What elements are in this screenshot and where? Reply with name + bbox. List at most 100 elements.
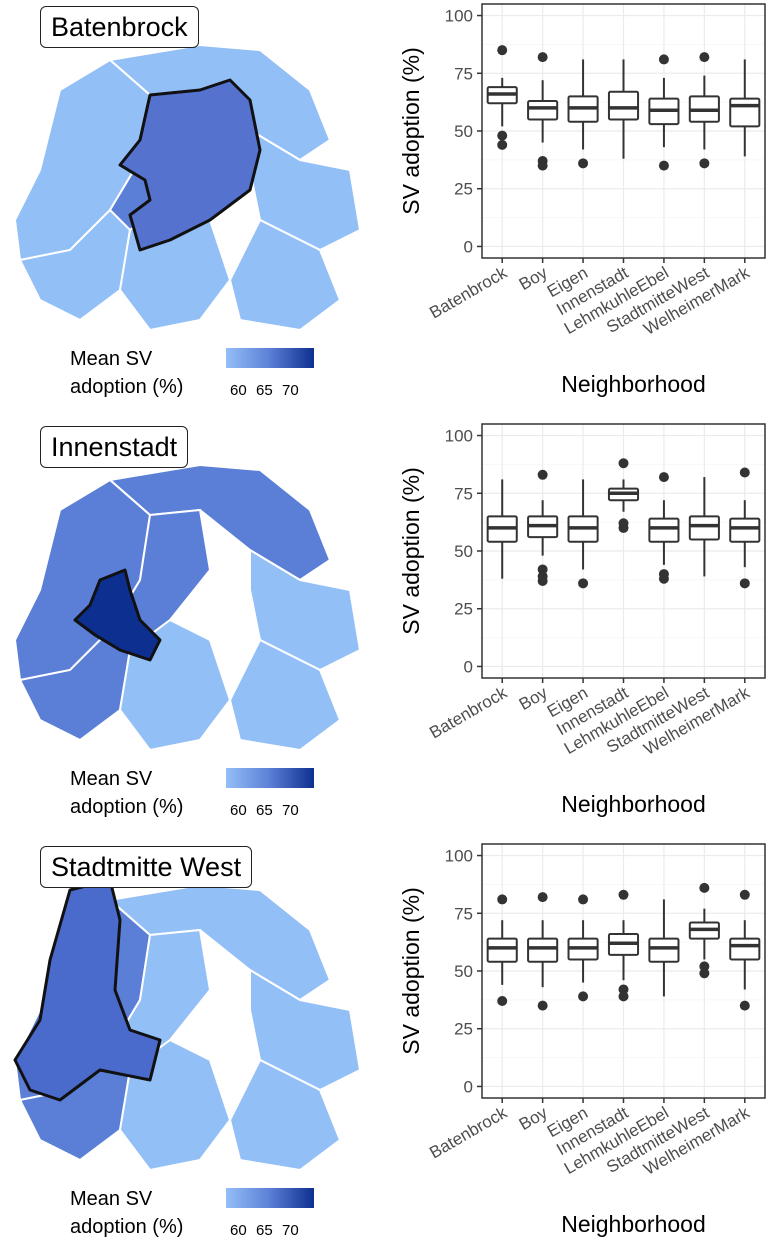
panel-batenbrock: Batenbrock Mean SV adoption (%) 60 65 70… [0, 0, 767, 414]
legend-tick-65: 65 [256, 382, 273, 399]
box-boy [527, 52, 559, 171]
box-lehmkuhleebel [648, 472, 680, 584]
x-tick-label: Batenbrock [426, 1103, 510, 1163]
legend-tick-70: 70 [282, 382, 299, 399]
box-iqr [648, 937, 680, 963]
box-welheimermark [729, 889, 761, 1011]
map-svg [13, 43, 362, 332]
y-tick-label: 50 [454, 122, 473, 141]
outlier-point [739, 1000, 750, 1011]
outlier-point [537, 160, 548, 171]
box-stadtmittewest [688, 882, 720, 979]
outlier-point [739, 889, 750, 900]
boxplot-chart: 0 25 50 75 100 Batenbrock Boy Eigen Innenstadt Le… [385, 840, 767, 1254]
map-title: Stadtmitte West [51, 851, 242, 882]
city-districts [13, 463, 362, 752]
box-boy [527, 469, 559, 587]
y-tick-label: 75 [454, 484, 473, 503]
legend-tick-70: 70 [282, 1222, 299, 1239]
box-iqr [527, 937, 559, 963]
box-welheimermark [729, 467, 761, 589]
highlight-outline [118, 78, 262, 252]
y-tick-label: 100 [445, 847, 473, 866]
box-lehmkuhleebel [648, 899, 680, 997]
y-tick-label: 25 [454, 180, 473, 199]
legend-tick-65: 65 [256, 802, 273, 819]
map-title: Innenstadt [51, 431, 178, 462]
box-eigen [567, 894, 599, 1002]
legend-title-line1: Mean SV [70, 348, 153, 370]
map-title-box: Stadtmitte West [40, 846, 253, 888]
y-tick-label: 0 [464, 1077, 473, 1096]
legend-title-line1: Mean SV [70, 1188, 153, 1210]
outlier-point [739, 578, 750, 589]
boxplot-chart: 0 25 50 75 100 Batenbrock Boy Eigen Innenstadt Le… [385, 0, 767, 414]
x-tick-label: Batenbrock [426, 263, 510, 323]
legend-tick-65: 65 [256, 1222, 273, 1239]
box-iqr [486, 937, 518, 963]
legend-colorbar [226, 1188, 314, 1208]
box-iqr [648, 517, 680, 543]
box-iqr [527, 99, 559, 121]
outlier-point [618, 889, 629, 900]
outlier-point [658, 160, 669, 171]
box-welheimermark [729, 59, 761, 157]
outlier-point [618, 984, 629, 995]
choropleth-map [0, 0, 390, 414]
y-tick-label: 0 [464, 657, 473, 676]
highlight-outline [13, 878, 162, 1102]
y-tick-label: 75 [454, 64, 473, 83]
panel-innenstadt: Innenstadt Mean SV adoption (%) 60 65 70… [0, 420, 767, 834]
y-tick-label: 25 [454, 1020, 473, 1039]
y-axis-title: SV adoption (%) [398, 887, 424, 1054]
y-tick-label: 25 [454, 600, 473, 619]
legend-tick-60: 60 [230, 802, 247, 819]
y-axis-title: SV adoption (%) [398, 467, 424, 634]
outlier-point [537, 52, 548, 63]
box-boy [527, 892, 559, 1011]
outlier-point [537, 576, 548, 587]
legend-title-line2: adoption (%) [70, 796, 184, 818]
outlier-point [618, 991, 629, 1002]
legend-tick-60: 60 [230, 1222, 247, 1239]
legend-colorbar [226, 768, 314, 788]
box-eigen [567, 59, 599, 169]
choropleth-map [0, 420, 390, 834]
outlier-point [699, 158, 710, 169]
outlier-point [578, 894, 589, 905]
outlier-point [739, 467, 750, 478]
boxplot-chart: 0 25 50 75 100 Batenbrock Boy Eigen Innenstadt Le… [385, 420, 767, 834]
district-south-east [228, 218, 342, 332]
outlier-point [537, 892, 548, 903]
outlier-point [497, 894, 508, 905]
choropleth-map [0, 840, 390, 1254]
outlier-point [537, 1000, 548, 1011]
box-batenbrock [486, 894, 518, 1007]
x-tick-label: Batenbrock [426, 683, 510, 743]
box-innenstadt [607, 458, 640, 533]
y-axis-title: SV adoption (%) [398, 47, 424, 214]
box-stadtmittewest [688, 52, 720, 169]
outlier-point [699, 52, 710, 63]
outlier-point [497, 45, 508, 56]
district-east [249, 548, 362, 672]
outlier-point [537, 469, 548, 480]
box-iqr [729, 937, 761, 961]
legend-title-line2: adoption (%) [70, 376, 184, 398]
map-svg [13, 463, 362, 752]
box-iqr [729, 97, 761, 128]
outlier-point [578, 991, 589, 1002]
outlier-point [618, 458, 629, 469]
outlier-point [699, 882, 710, 893]
map-title-box: Batenbrock [40, 6, 199, 48]
outlier-point [658, 573, 669, 584]
box-innenstadt [607, 889, 640, 1002]
y-tick-label: 0 [464, 237, 473, 256]
map-legend: Mean SV adoption (%) 60 65 70 [70, 346, 330, 406]
outlier-point [658, 54, 669, 65]
x-axis-title: Neighborhood [561, 791, 706, 817]
district-south-east [228, 638, 342, 752]
